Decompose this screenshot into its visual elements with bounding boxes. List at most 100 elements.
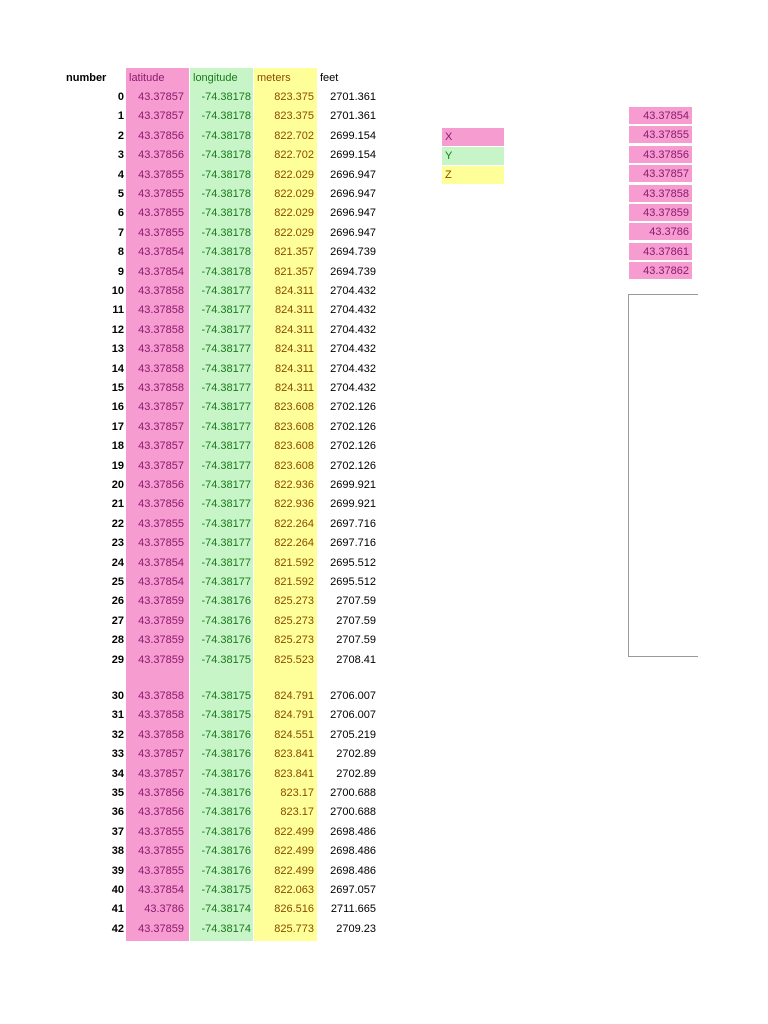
row-meters: 822.029 xyxy=(274,188,314,200)
latitude-value-cell: 43.37858 xyxy=(629,184,692,203)
row-number: 31 xyxy=(111,709,124,722)
row-number: 24 xyxy=(111,556,124,569)
row-meters: 822.936 xyxy=(274,498,314,511)
row-meters: 822.499 xyxy=(274,845,314,858)
row-number: 20 xyxy=(111,479,124,491)
row-meters: 823.608 xyxy=(274,420,314,433)
row-feet: 2704.432 xyxy=(330,323,376,336)
row-number: 35 xyxy=(111,787,124,799)
row-feet: 2704.432 xyxy=(330,382,376,394)
row-meters: 824.551 xyxy=(274,728,314,741)
row-feet: 2705.219 xyxy=(330,728,376,741)
header-feet: feet xyxy=(320,72,339,84)
row-meters: 822.702 xyxy=(274,129,314,142)
row-number: 27 xyxy=(111,614,124,627)
row-longitude: -74.38177 xyxy=(201,323,251,336)
row-longitude: -74.38177 xyxy=(201,401,251,414)
row-longitude: -74.38176 xyxy=(201,806,251,819)
row-longitude: -74.38175 xyxy=(201,884,251,896)
row-number: 10 xyxy=(111,285,124,297)
row-feet: 2702.89 xyxy=(336,767,376,780)
chart-frame xyxy=(628,294,698,657)
header-longitude: longitude xyxy=(193,72,238,84)
row-latitude: 43.37857 xyxy=(138,401,184,414)
row-feet: 2700.688 xyxy=(330,787,376,799)
row-number: 0 xyxy=(117,91,124,103)
row-latitude: 43.37857 xyxy=(138,459,184,472)
row-latitude: 43.37857 xyxy=(138,110,184,123)
latitude-value-cell: 43.37857 xyxy=(629,165,692,184)
row-feet: 2699.921 xyxy=(330,479,376,491)
row-feet: 2696.947 xyxy=(330,168,376,181)
row-meters: 821.592 xyxy=(274,576,314,588)
row-feet: 2696.947 xyxy=(330,226,376,239)
row-feet: 2704.432 xyxy=(330,343,376,356)
row-number: 28 xyxy=(111,634,124,647)
row-meters: 825.273 xyxy=(274,614,314,627)
row-latitude: 43.37854 xyxy=(138,576,184,588)
row-latitude: 43.37855 xyxy=(138,825,184,838)
row-meters: 823.17 xyxy=(280,787,314,799)
row-number: 36 xyxy=(111,806,124,819)
row-feet: 2697.716 xyxy=(330,517,376,530)
row-meters: 822.936 xyxy=(274,479,314,491)
row-meters: 821.357 xyxy=(274,265,314,278)
row-latitude: 43.37857 xyxy=(138,91,184,103)
row-longitude: -74.38178 xyxy=(201,207,251,220)
row-longitude: -74.38178 xyxy=(201,246,251,259)
row-latitude: 43.37856 xyxy=(138,498,184,511)
row-number: 29 xyxy=(111,653,124,666)
row-longitude: -74.38177 xyxy=(201,362,251,375)
row-longitude: -74.38176 xyxy=(201,845,251,858)
row-longitude: -74.38177 xyxy=(201,556,251,569)
row-number: 42 xyxy=(111,922,124,935)
row-feet: 2704.432 xyxy=(330,304,376,317)
row-feet: 2695.512 xyxy=(330,556,376,569)
row-latitude: 43.37856 xyxy=(138,149,184,162)
row-meters: 824.311 xyxy=(275,285,314,297)
row-longitude: -74.38177 xyxy=(201,304,251,317)
row-feet: 2702.126 xyxy=(330,401,376,414)
row-meters: 824.311 xyxy=(275,362,314,375)
row-longitude: -74.38176 xyxy=(201,728,251,741)
row-latitude: 43.37858 xyxy=(138,304,184,317)
row-latitude: 43.37859 xyxy=(138,653,184,666)
row-feet: 2698.486 xyxy=(330,864,376,877)
row-number: 9 xyxy=(117,265,124,278)
row-feet: 2699.154 xyxy=(330,149,376,162)
row-meters: 823.841 xyxy=(274,748,314,761)
row-longitude: -74.38177 xyxy=(201,576,251,588)
row-latitude: 43.37855 xyxy=(138,864,184,877)
row-longitude: -74.38176 xyxy=(201,767,251,780)
row-feet: 2708.41 xyxy=(336,653,376,666)
row-meters: 825.523 xyxy=(274,653,314,666)
row-longitude: -74.38175 xyxy=(201,709,251,722)
row-longitude: -74.38174 xyxy=(201,922,251,935)
row-feet: 2698.486 xyxy=(330,845,376,858)
row-number: 34 xyxy=(111,767,124,780)
row-latitude: 43.37854 xyxy=(138,884,184,896)
row-longitude: -74.38178 xyxy=(201,110,251,123)
row-latitude: 43.37854 xyxy=(138,246,184,259)
row-longitude: -74.38174 xyxy=(201,903,251,916)
row-meters: 826.516 xyxy=(274,903,314,916)
row-feet: 2695.512 xyxy=(330,576,376,588)
meters-column-band xyxy=(254,68,317,941)
row-feet: 2702.126 xyxy=(330,420,376,433)
row-latitude: 43.37855 xyxy=(138,188,184,200)
legend-z: Z xyxy=(442,166,504,184)
row-longitude: -74.38178 xyxy=(201,226,251,239)
header-latitude: latitude xyxy=(129,72,165,84)
row-latitude: 43.37858 xyxy=(138,709,184,722)
row-longitude: -74.38178 xyxy=(201,188,251,200)
row-longitude: -74.38177 xyxy=(201,498,251,511)
row-meters: 823.375 xyxy=(274,91,314,103)
row-longitude: -74.38178 xyxy=(201,168,251,181)
row-latitude: 43.37855 xyxy=(138,537,184,550)
row-longitude: -74.38175 xyxy=(201,690,251,702)
row-number: 2 xyxy=(117,129,124,142)
row-feet: 2694.739 xyxy=(330,265,376,278)
row-number: 14 xyxy=(111,362,124,375)
row-longitude: -74.38177 xyxy=(201,420,251,433)
row-feet: 2711.665 xyxy=(330,903,376,916)
